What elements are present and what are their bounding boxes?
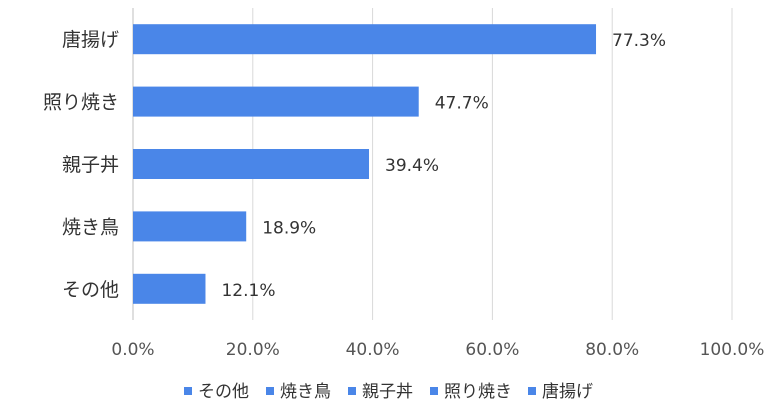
legend-swatch (348, 387, 356, 395)
legend-swatch (430, 387, 438, 395)
bar (133, 211, 247, 242)
legend-swatch (266, 387, 274, 395)
x-tick-label: 20.0% (226, 340, 280, 360)
data-label: 77.3% (612, 31, 666, 51)
bar (133, 86, 419, 117)
x-tick-label: 0.0% (111, 340, 154, 360)
bars (133, 24, 597, 304)
category-label: その他 (62, 279, 119, 301)
legend-swatch (184, 387, 192, 395)
legend: その他 焼き鳥 親子丼 照り焼き 唐揚げ (184, 381, 593, 402)
category-label: 照り焼き (43, 92, 119, 114)
labels: 0.0% 20.0% 40.0% 60.0% 80.0% 100.0% 唐揚げ 77.3% 照り… (43, 29, 764, 360)
data-label: 47.7% (435, 94, 489, 114)
legend-label: その他 (198, 382, 249, 402)
data-label: 12.1% (221, 281, 275, 301)
x-tick-label: 40.0% (346, 340, 400, 360)
legend-label: 照り焼き (444, 382, 512, 402)
x-tick-label: 60.0% (465, 340, 519, 360)
category-label: 唐揚げ (62, 29, 119, 51)
grid-lines (252, 8, 733, 320)
legend-label: 焼き鳥 (280, 382, 331, 402)
legend-label: 唐揚げ (542, 381, 593, 402)
category-label: 焼き鳥 (62, 216, 119, 238)
bar (133, 273, 206, 304)
x-tick-label: 80.0% (585, 340, 639, 360)
data-label: 39.4% (385, 156, 439, 176)
data-label: 18.9% (262, 218, 316, 238)
legend-label: 親子丼 (362, 382, 413, 402)
category-label: 親子丼 (62, 154, 119, 176)
bar (133, 149, 370, 179)
x-tick-label: 100.0% (700, 340, 765, 360)
bar (133, 24, 597, 55)
legend-swatch (528, 387, 536, 395)
